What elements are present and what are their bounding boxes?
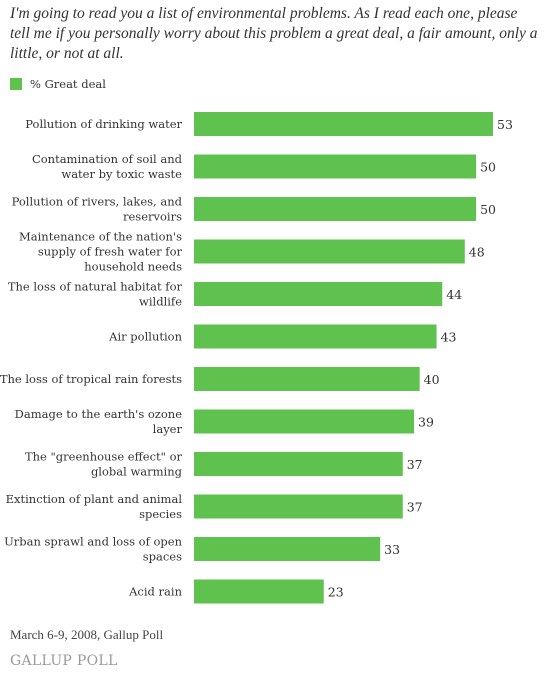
bar — [194, 494, 403, 519]
value-label: 43 — [441, 330, 457, 345]
bar — [194, 537, 381, 561]
category-label-line: The loss of tropical rain forests — [0, 372, 182, 386]
category-label-line: Air pollution — [108, 330, 182, 344]
value-label: 37 — [407, 500, 423, 515]
category-label-line: global warming — [91, 465, 183, 479]
bar — [194, 452, 403, 476]
category-label-line: water by toxic waste — [61, 167, 182, 181]
category-label-line: wildlife — [139, 295, 182, 309]
category-label: The loss of natural habitat for wildlife — [8, 280, 183, 309]
category-label-line: supply of fresh water for — [38, 245, 183, 259]
bar-chart: 53 Pollution of drinking water 50 Contamina… — [0, 112, 513, 604]
legend: % Great deal — [10, 77, 106, 91]
bar — [194, 239, 465, 264]
category-label: Air pollution — [108, 330, 182, 344]
category-label-line: reservoirs — [123, 210, 182, 224]
category-label: The "greenhouse effect" or global warming — [25, 450, 183, 479]
gallup-logo: GALLUP POLL — [10, 653, 118, 669]
category-label: Extinction of plant and animal species — [6, 492, 183, 521]
value-label: 33 — [384, 542, 400, 557]
category-label-line: species — [139, 507, 182, 521]
category-label: Pollution of drinking water — [25, 117, 182, 131]
value-label: 44 — [446, 287, 462, 302]
category-label: The loss of tropical rain forests — [0, 372, 182, 386]
category-label-line: Contamination of soil and — [32, 152, 183, 166]
value-label: 48 — [469, 245, 485, 260]
category-label: Maintenance of the nation's supply of fre… — [19, 230, 182, 274]
value-label: 23 — [328, 585, 344, 600]
category-label: Contamination of soil and water by toxic … — [32, 152, 183, 181]
category-label-line: Maintenance of the nation's — [19, 230, 182, 244]
category-label-line: The "greenhouse effect" or — [25, 450, 183, 464]
bar — [194, 579, 324, 604]
category-label-line: Extinction of plant and animal — [6, 492, 183, 506]
value-label: 50 — [480, 160, 496, 175]
value-label: 50 — [480, 202, 496, 217]
category-label: Urban sprawl and loss of open spaces — [4, 535, 183, 564]
category-label: Damage to the earth's ozone layer — [15, 407, 183, 436]
category-label-line: layer — [153, 422, 183, 436]
bar — [194, 197, 477, 221]
legend-swatch — [10, 78, 22, 90]
chart-question: I'm going to read you a list of environm… — [10, 5, 538, 62]
bar — [194, 324, 437, 349]
category-label-line: Pollution of rivers, lakes, and — [12, 195, 183, 209]
value-label: 40 — [424, 372, 440, 387]
bar — [194, 409, 415, 434]
value-label: 37 — [407, 457, 423, 472]
category-label-line: Pollution of drinking water — [25, 117, 182, 131]
category-label-line: Acid rain — [128, 585, 182, 599]
category-label-line: household needs — [84, 260, 182, 274]
bar — [194, 282, 443, 306]
category-label: Pollution of rivers, lakes, and reservoir… — [12, 195, 183, 224]
category-label: Acid rain — [128, 585, 182, 599]
category-label-line: spaces — [143, 550, 182, 564]
category-label-line: Damage to the earth's ozone — [15, 407, 183, 421]
category-label-line: Urban sprawl and loss of open — [4, 535, 183, 549]
source-note: March 6-9, 2008, Gallup Poll — [10, 627, 164, 642]
legend-label: % Great deal — [30, 77, 106, 91]
bar — [194, 112, 493, 136]
category-label-line: The loss of natural habitat for — [8, 280, 183, 294]
value-label: 39 — [418, 415, 434, 430]
bar — [194, 154, 477, 179]
value-label: 53 — [497, 117, 513, 132]
bar — [194, 367, 420, 391]
